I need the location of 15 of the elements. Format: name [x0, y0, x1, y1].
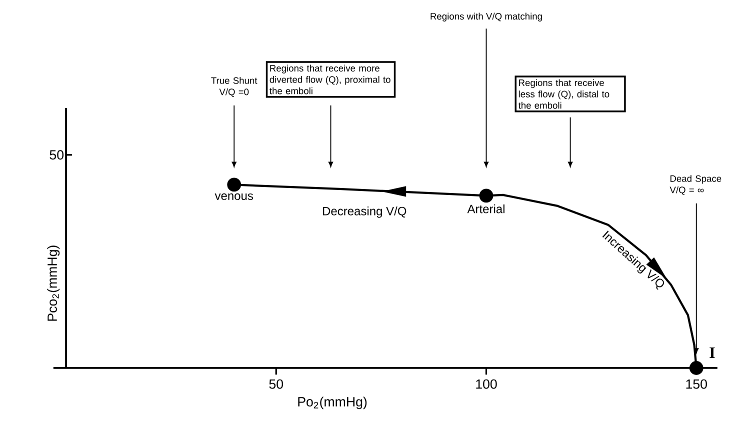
y-axis-title: Pco$_{2}$(mmHg) [47, 246, 60, 321]
text: Regions that receive more diverted flow (Q), proximal to the emboli [270, 64, 390, 94]
text: 50 [50, 150, 64, 160]
text: True Shunt V/Q =0 [211, 77, 258, 97]
x-tick-label: 50 [269, 379, 284, 389]
x-tick-label: 100 [476, 379, 497, 389]
annotation: I [710, 347, 715, 358]
x-tick-label: 150 [686, 379, 707, 389]
annotation: venous [214, 193, 254, 200]
annotation: Arterial [467, 204, 504, 214]
annotation: Dead Space V/Q = ∞ [670, 175, 722, 195]
text: Regions that receive less flow (Q), distal to the emboli [518, 79, 610, 109]
annotation: Decreasing V/Q [323, 206, 406, 218]
x-axis-title: Po$_{2}$(mmHg) [298, 396, 367, 410]
text: Regions with V/Q matching [430, 12, 542, 22]
